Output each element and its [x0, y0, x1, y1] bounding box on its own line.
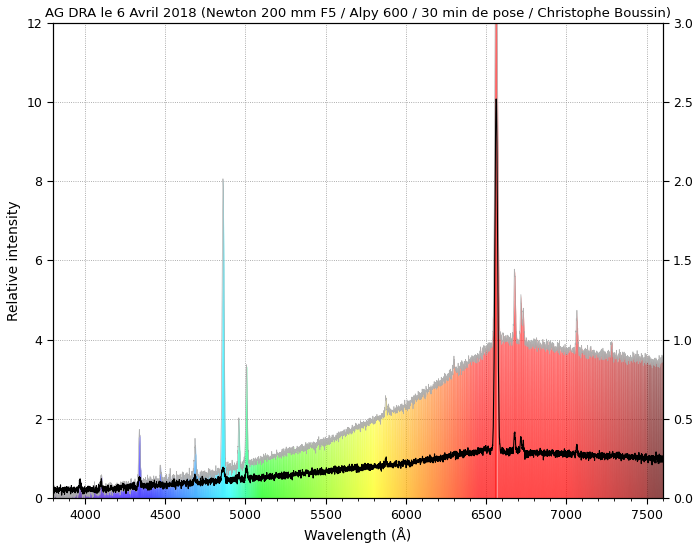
- Y-axis label: Relative intensity: Relative intensity: [7, 200, 21, 321]
- X-axis label: Wavelength (Å): Wavelength (Å): [304, 527, 412, 543]
- Title: AG DRA le 6 Avril 2018 (Newton 200 mm F5 / Alpy 600 / 30 min de pose / Christoph: AG DRA le 6 Avril 2018 (Newton 200 mm F5…: [45, 7, 671, 20]
